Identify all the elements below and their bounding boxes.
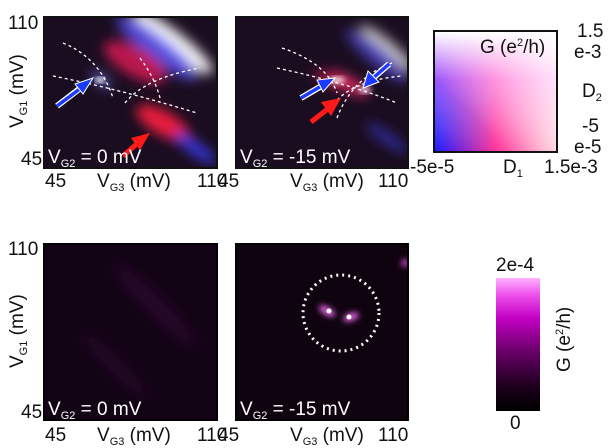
panel-top-middle: VG2 = -15 mV	[235, 16, 409, 169]
colorbar-2d-title: G (e2/h)	[480, 37, 546, 58]
colorbar-2d: G (e2/h)	[433, 30, 558, 153]
y-tick-top: 110	[8, 239, 39, 260]
colorbar-1d-min: 0	[510, 413, 521, 434]
panel-top-left: VG2 = 0 mV	[43, 16, 218, 169]
y-tick-bottom: 45	[21, 149, 43, 170]
dashed-guide-line	[124, 67, 201, 104]
colorbar-2d-right-bottom-1: -5	[582, 116, 599, 137]
blue-arrow-icon	[55, 77, 95, 109]
dashed-guide-line	[62, 42, 114, 99]
y-axis-label: VG1 (mV)	[7, 294, 30, 368]
colorbar-1d-max: 2e-4	[496, 255, 535, 276]
inset-label: VG2 = 0 mV	[48, 399, 142, 421]
y-tick-top: 110	[8, 13, 39, 34]
panel-bottom-left: VG2 = 0 mV	[43, 243, 218, 421]
colorbar-1d	[496, 278, 540, 411]
blue-arrow-icon	[299, 77, 337, 101]
y-axis-label: VG1 (mV)	[7, 54, 30, 128]
inset-label: VG2 = -15 mV	[240, 147, 351, 169]
colorbar-2d-bottom-right: 1.5e-3	[544, 157, 598, 178]
red-arrow-icon	[121, 133, 150, 158]
dashed-guide-line	[276, 67, 398, 104]
x-tick-right: 110	[197, 425, 228, 446]
x-tick-right: 110	[378, 425, 409, 446]
x-tick-right: 110	[378, 171, 409, 192]
x-axis-label: VG3 (mV)	[290, 425, 364, 448]
dashed-guide-line	[52, 75, 198, 114]
x-tick-left: 45	[45, 425, 67, 446]
colorbar-2d-right-top-2: e-3	[574, 42, 602, 63]
colorbar-2d-bottom-left: -5e-5	[410, 157, 455, 178]
x-axis-label: VG3 (mV)	[97, 171, 171, 194]
colorbar-2d-right-bottom-2: e-5	[574, 137, 602, 158]
colorbar-2d-right-top-1: 1.5	[577, 21, 604, 42]
inset-label: VG2 = 0 mV	[48, 147, 142, 169]
dashed-guide-line	[281, 47, 338, 94]
colorbar-2d-bottom-axis: D1	[503, 157, 523, 180]
dotted-circle-marker	[301, 273, 381, 353]
panel-bottom-middle: VG2 = -15 mV	[235, 243, 409, 421]
blue-arrow-icon	[362, 61, 391, 89]
x-axis-label: VG3 (mV)	[97, 425, 171, 448]
red-arrow-icon	[309, 98, 341, 124]
x-axis-label: VG3 (mV)	[290, 171, 364, 194]
x-tick-right: 110	[197, 171, 228, 192]
dashed-guide-line	[336, 75, 403, 101]
x-tick-left: 45	[218, 171, 240, 192]
colorbar-1d-label: G (e2/h)	[554, 306, 575, 372]
inset-label: VG2 = -15 mV	[240, 399, 351, 421]
y-tick-bottom: 45	[21, 402, 43, 423]
colorbar-2d-right-axis: D2	[582, 81, 602, 104]
x-tick-left: 45	[45, 171, 67, 192]
x-tick-left: 45	[218, 425, 240, 446]
